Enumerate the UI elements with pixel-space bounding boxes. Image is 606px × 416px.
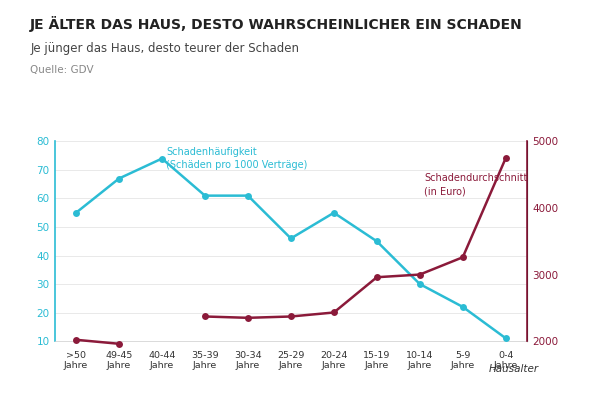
Text: Je jünger das Haus, desto teurer der Schaden: Je jünger das Haus, desto teurer der Sch… [30, 42, 299, 55]
Text: Schadendurchschnitt
(in Euro): Schadendurchschnitt (in Euro) [424, 173, 527, 196]
Text: JE ÄLTER DAS HAUS, DESTO WAHRSCHEINLICHER EIN SCHADEN: JE ÄLTER DAS HAUS, DESTO WAHRSCHEINLICHE… [30, 16, 523, 32]
Text: Schadenhäufigkeit
(Schäden pro 1000 Verträge): Schadenhäufigkeit (Schäden pro 1000 Vert… [166, 147, 308, 170]
Text: Hausalter: Hausalter [489, 364, 539, 374]
Text: Quelle: GDV: Quelle: GDV [30, 65, 94, 75]
